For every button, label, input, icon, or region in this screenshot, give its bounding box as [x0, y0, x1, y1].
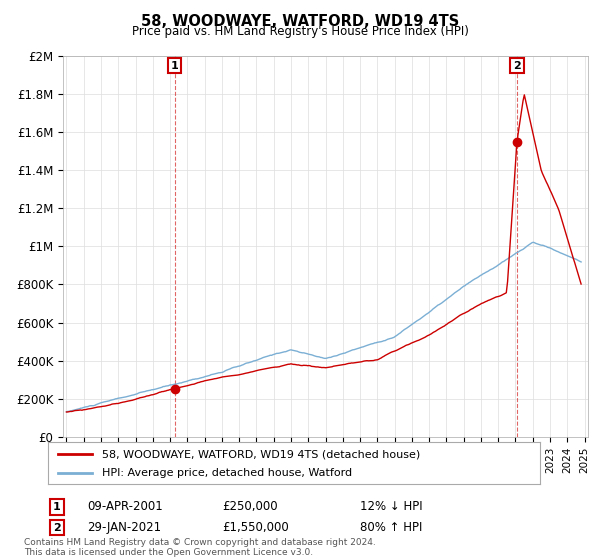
Text: £250,000: £250,000	[222, 500, 278, 514]
Text: Contains HM Land Registry data © Crown copyright and database right 2024.
This d: Contains HM Land Registry data © Crown c…	[24, 538, 376, 557]
Text: 2: 2	[53, 522, 61, 533]
Text: 1: 1	[53, 502, 61, 512]
Text: 29-JAN-2021: 29-JAN-2021	[87, 521, 161, 534]
Text: 2: 2	[513, 60, 521, 71]
Text: 09-APR-2001: 09-APR-2001	[87, 500, 163, 514]
Text: 12% ↓ HPI: 12% ↓ HPI	[360, 500, 422, 514]
Text: 1: 1	[171, 60, 179, 71]
Text: HPI: Average price, detached house, Watford: HPI: Average price, detached house, Watf…	[102, 468, 352, 478]
Text: £1,550,000: £1,550,000	[222, 521, 289, 534]
Text: 80% ↑ HPI: 80% ↑ HPI	[360, 521, 422, 534]
Text: 58, WOODWAYE, WATFORD, WD19 4TS: 58, WOODWAYE, WATFORD, WD19 4TS	[141, 14, 459, 29]
Text: 58, WOODWAYE, WATFORD, WD19 4TS (detached house): 58, WOODWAYE, WATFORD, WD19 4TS (detache…	[102, 449, 421, 459]
Text: Price paid vs. HM Land Registry's House Price Index (HPI): Price paid vs. HM Land Registry's House …	[131, 25, 469, 38]
